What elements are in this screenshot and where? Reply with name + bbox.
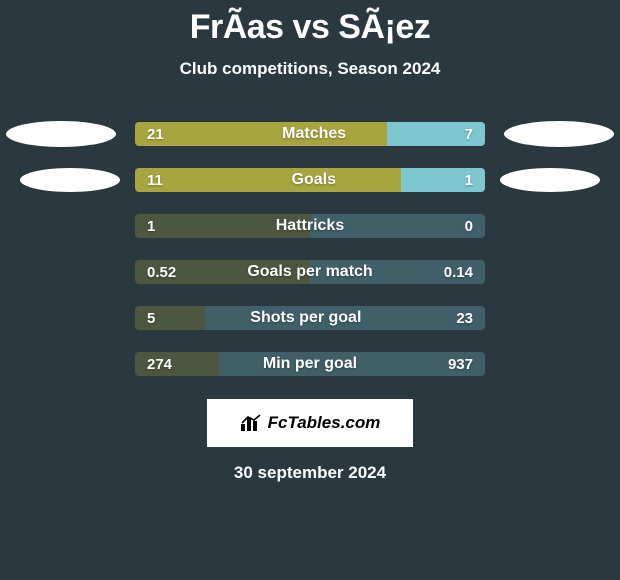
stat-bar: 21Matches7 [135, 122, 485, 146]
bar-segment-left [135, 214, 310, 238]
stat-row: 11Goals1 [0, 157, 620, 203]
comparison-infographic: FrÃ­as vs SÃ¡ez Club competitions, Seaso… [0, 0, 620, 483]
bar-segment-right [205, 306, 485, 330]
bar-segment-left [135, 306, 205, 330]
chart-area: 21Matches7 11Goals1 1Hattricks0 0.52Goals p… [0, 111, 620, 387]
stat-bar: 1Hattricks0 [135, 214, 485, 238]
footer-date: 30 september 2024 [0, 463, 620, 483]
team-logo-left-small [20, 168, 120, 192]
stat-row: 1Hattricks0 [0, 203, 620, 249]
bar-segment-right [219, 352, 485, 376]
page-title: FrÃ­as vs SÃ¡ez [0, 8, 620, 47]
stat-row: 5Shots per goal23 [0, 295, 620, 341]
bar-segment-left [135, 168, 401, 192]
bar-segment-right [310, 260, 485, 284]
stat-row: 274Min per goal937 [0, 341, 620, 387]
bar-segment-right [310, 214, 485, 238]
bar-segment-right [401, 168, 485, 192]
bar-segment-right [387, 122, 485, 146]
stat-bar: 11Goals1 [135, 168, 485, 192]
stat-bar: 274Min per goal937 [135, 352, 485, 376]
bar-chart-icon [240, 414, 262, 432]
team-logo-right [504, 121, 614, 147]
bar-segment-left [135, 122, 387, 146]
subtitle: Club competitions, Season 2024 [0, 59, 620, 79]
bar-segment-left [135, 260, 310, 284]
badge-text: FcTables.com [268, 413, 381, 433]
stat-bar: 5Shots per goal23 [135, 306, 485, 330]
team-logo-left [6, 121, 116, 147]
source-badge: FcTables.com [207, 399, 413, 447]
bar-segment-left [135, 352, 219, 376]
stat-bar: 0.52Goals per match0.14 [135, 260, 485, 284]
stat-row: 0.52Goals per match0.14 [0, 249, 620, 295]
stat-row: 21Matches7 [0, 111, 620, 157]
team-logo-right-small [500, 168, 600, 192]
